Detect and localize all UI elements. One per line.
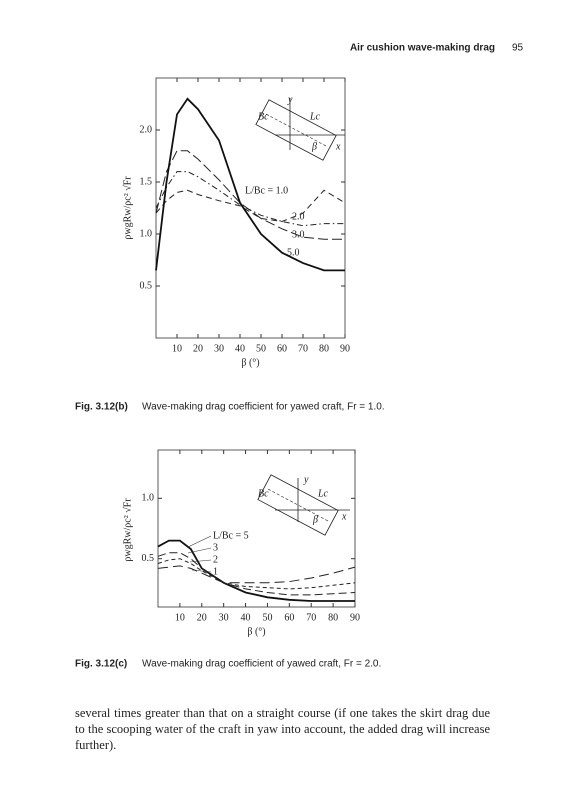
- leader-line: [187, 535, 212, 548]
- x-tick-label: 90: [350, 612, 360, 623]
- inset-label: Bc: [258, 111, 269, 122]
- x-axis-label: β (°): [241, 357, 259, 368]
- x-tick-label: 80: [319, 343, 329, 354]
- x-tick-label: 70: [306, 612, 316, 623]
- leader-line: [187, 547, 212, 554]
- inset-label: Bc: [258, 488, 269, 499]
- inset-craft: [255, 99, 337, 161]
- caption-label: Fig. 3.12(b): [75, 402, 128, 413]
- x-axis-label: β (°): [247, 626, 265, 637]
- y-axis-label: ρwgRw/ρc² √Fr: [122, 498, 133, 562]
- x-tick-label: 50: [256, 343, 266, 354]
- plot-frame: [157, 449, 356, 608]
- inset-diagram: y Lc Bc β x: [255, 94, 345, 161]
- caption-text: Wave-making drag coefficient for yawed c…: [142, 402, 385, 413]
- inset-centerline: [265, 113, 327, 147]
- body-text: several times greater than that on a str…: [75, 706, 490, 752]
- caption-text: Wave-making drag coefficient of yawed cr…: [142, 659, 381, 670]
- inset-label: x: [341, 511, 347, 522]
- inset-label: x: [335, 141, 341, 152]
- inset-label: y: [303, 474, 309, 485]
- series-label: L/Bc = 1.0: [245, 185, 288, 196]
- y-tick-label: 1.5: [140, 176, 153, 187]
- x-tick-label: 70: [298, 343, 308, 354]
- series-label: 3.0: [292, 229, 305, 240]
- data-line: [157, 552, 356, 596]
- series-label: 2.0: [292, 211, 305, 222]
- y-tick-label: 1.0: [140, 228, 153, 239]
- page-number: 95: [512, 43, 524, 54]
- inset-label: y: [287, 94, 293, 105]
- data-line: [157, 565, 356, 584]
- data-line: [157, 558, 356, 590]
- y-tick-label: 0.5: [140, 280, 153, 291]
- x-tick-label: 30: [214, 343, 224, 354]
- x-tick-label: 80: [328, 612, 338, 623]
- data-line: [155, 150, 345, 240]
- inset-centerline: [267, 488, 329, 522]
- leader-line: [189, 559, 212, 563]
- inset-label: Lc: [317, 488, 329, 499]
- series-label: 5.0: [287, 247, 300, 258]
- data-line: [155, 189, 346, 223]
- x-tick-label: 40: [235, 343, 245, 354]
- series-label: L/Bc = 5: [213, 530, 249, 541]
- running-header: Air cushion wave-making drag: [350, 43, 495, 54]
- x-tick-label: 20: [193, 343, 203, 354]
- y-tick-label: 1.0: [142, 493, 155, 504]
- inset-label: β: [312, 514, 318, 525]
- x-tick-label: 50: [262, 612, 272, 623]
- caption-label: Fig. 3.12(c): [75, 659, 127, 670]
- data-line: [155, 97, 345, 272]
- inset-craft: [257, 474, 339, 536]
- x-tick-label: 90: [340, 343, 350, 354]
- series-label: 3: [213, 542, 218, 553]
- y-tick-label: 0.5: [142, 553, 155, 564]
- y-axis-label: ρwgRw/ρc² √Fr: [122, 176, 133, 240]
- leader-line: [191, 569, 212, 573]
- inset-label: Lc: [309, 111, 321, 122]
- x-tick-label: 10: [172, 343, 182, 354]
- data-line: [157, 539, 355, 602]
- series-label: 2: [213, 554, 218, 565]
- x-tick-label: 60: [284, 612, 294, 623]
- data-line: [155, 171, 345, 227]
- x-tick-label: 10: [175, 612, 185, 623]
- x-tick-label: 30: [219, 612, 229, 623]
- x-tick-label: 40: [241, 612, 251, 623]
- x-tick-label: 60: [277, 343, 287, 354]
- inset-diagram: y Lc Bc β x: [257, 474, 350, 536]
- series-label: 1: [213, 566, 218, 577]
- x-tick-label: 20: [197, 612, 207, 623]
- inset-label: β: [311, 141, 317, 152]
- y-tick-label: 2.0: [140, 124, 153, 135]
